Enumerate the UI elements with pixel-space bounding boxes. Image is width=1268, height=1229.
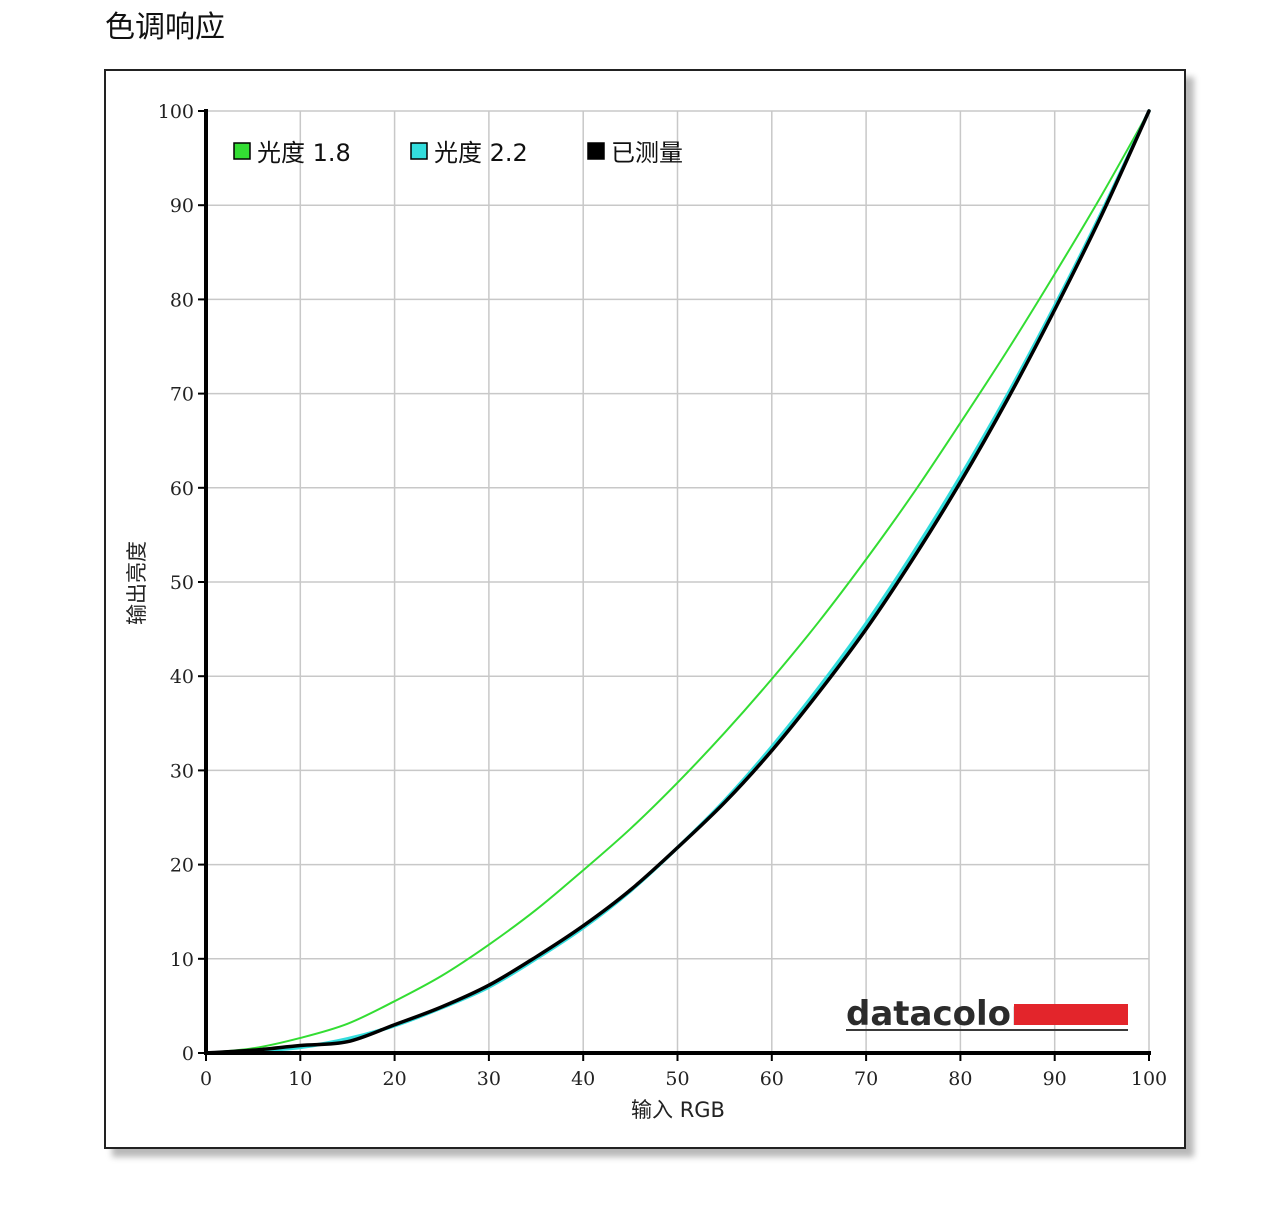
- x-tick-label: 40: [571, 1068, 595, 1090]
- datacolor-red-bar: [1014, 1004, 1128, 1025]
- y-axis-title: 输出亮度: [125, 541, 149, 625]
- axes: [198, 109, 1151, 1061]
- legend-swatch-2: [410, 142, 428, 160]
- y-tick-label: 0: [182, 1043, 194, 1065]
- x-tick-label: 90: [1043, 1068, 1067, 1090]
- x-tick-label: 30: [477, 1068, 501, 1090]
- legend-swatch-3: [587, 142, 605, 160]
- grid: [206, 110, 1150, 1053]
- x-tick-label: 20: [383, 1068, 407, 1090]
- datacolor-underline: [846, 1029, 1128, 1031]
- y-tick-label: 20: [170, 855, 194, 877]
- page-title: 色调响应: [105, 10, 225, 45]
- series-lines: [204, 109, 1151, 1055]
- x-tick-label: 0: [200, 1068, 212, 1090]
- x-axis-title: 输入 RGB: [631, 1098, 725, 1122]
- x-tick-label: 70: [854, 1068, 878, 1090]
- legend: 光度 1.8 光度 2.2 已测量: [233, 139, 683, 167]
- series-line-3: [204, 109, 1151, 1055]
- tone-response-chart: 0 10 20 30 40 50 60 70 80 90 100 0 10 20 30 40 50 60 70 80 9…: [125, 101, 1167, 1122]
- y-tick-label: 50: [170, 572, 194, 594]
- tick-labels: 0 10 20 30 40 50 60 70 80 90 100 0 10 20 30 40 50 60 70 80 9…: [158, 101, 1167, 1090]
- chart-frame: 0 10 20 30 40 50 60 70 80 90 100 0 10 20 30 40 50 60 70 80 9…: [104, 69, 1186, 1149]
- y-tick-label: 90: [170, 195, 194, 217]
- legend-label-2: 光度 2.2: [434, 139, 528, 167]
- y-tick-label: 40: [170, 666, 194, 688]
- x-tick-label: 50: [665, 1068, 689, 1090]
- legend-label-3: 已测量: [611, 139, 683, 167]
- y-tick-label: 30: [170, 760, 194, 782]
- y-tick-label: 10: [170, 949, 194, 971]
- y-tick-label: 100: [158, 101, 194, 123]
- x-tick-label: 80: [948, 1068, 972, 1090]
- y-tick-label: 70: [170, 384, 194, 406]
- legend-swatch-1: [233, 142, 251, 160]
- y-tick-label: 60: [170, 478, 194, 500]
- datacolor-wordmark: datacolor: [846, 994, 1028, 1034]
- y-tick-label: 80: [170, 289, 194, 311]
- x-tick-label: 100: [1131, 1068, 1167, 1090]
- x-tick-label: 60: [760, 1068, 784, 1090]
- legend-label-1: 光度 1.8: [257, 139, 351, 167]
- datacolor-logo: datacolor: [846, 994, 1128, 1034]
- series-line-1: [205, 110, 1150, 1054]
- x-tick-label: 10: [288, 1068, 312, 1090]
